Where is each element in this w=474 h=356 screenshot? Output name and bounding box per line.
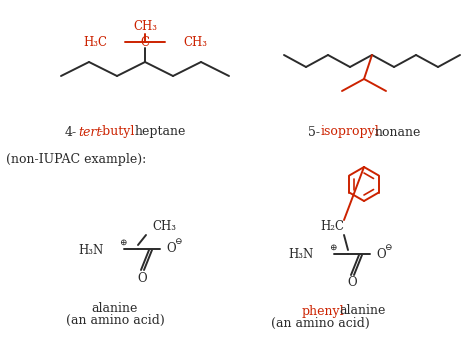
Text: (an amino acid): (an amino acid) (271, 316, 369, 330)
Text: isopropyl: isopropyl (321, 126, 380, 138)
Text: CH₃: CH₃ (183, 37, 207, 49)
Text: ⊖: ⊖ (384, 242, 392, 251)
Text: ⊕: ⊕ (119, 237, 127, 246)
Text: H₃N: H₃N (289, 248, 314, 262)
Text: O: O (347, 277, 357, 289)
Text: H₃N: H₃N (79, 244, 104, 257)
Text: -butyl: -butyl (99, 126, 136, 138)
Text: ⊖: ⊖ (174, 237, 182, 246)
Text: nonane: nonane (375, 126, 421, 138)
Text: alanine: alanine (92, 302, 138, 314)
Text: tert: tert (78, 126, 101, 138)
Text: (an amino acid): (an amino acid) (65, 314, 164, 326)
Text: CH₃: CH₃ (133, 20, 157, 32)
Text: phenyl: phenyl (302, 304, 345, 318)
Text: H₂C: H₂C (320, 220, 344, 234)
Text: heptane: heptane (135, 126, 186, 138)
Text: ⊕: ⊕ (329, 242, 337, 251)
Text: H₃C: H₃C (83, 37, 107, 49)
Text: O: O (376, 247, 386, 261)
Text: O: O (137, 272, 147, 284)
Text: alanine: alanine (339, 304, 385, 318)
Text: 5-: 5- (308, 126, 320, 138)
Text: CH₃: CH₃ (152, 220, 176, 234)
Text: C: C (140, 37, 149, 49)
Text: 4-: 4- (65, 126, 77, 138)
Text: (non-IUPAC example):: (non-IUPAC example): (6, 153, 146, 167)
Text: O: O (166, 242, 176, 256)
